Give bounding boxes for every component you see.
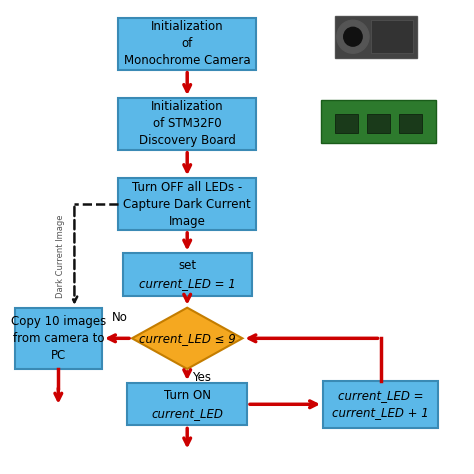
Text: Turn ON: Turn ON (164, 389, 211, 401)
Text: current_LED = 1: current_LED = 1 (139, 277, 236, 291)
Text: No: No (111, 311, 128, 324)
Text: current_LED ≤ 9: current_LED ≤ 9 (139, 332, 236, 345)
Circle shape (337, 20, 369, 53)
FancyBboxPatch shape (118, 18, 256, 70)
Text: Initialization
of
Monochrome Camera: Initialization of Monochrome Camera (124, 20, 251, 67)
FancyBboxPatch shape (123, 254, 252, 296)
Text: Turn OFF all LEDs -
Capture Dark Current
Image: Turn OFF all LEDs - Capture Dark Current… (123, 181, 251, 228)
Text: current_LED =
current_LED + 1: current_LED = current_LED + 1 (332, 389, 429, 419)
FancyBboxPatch shape (118, 98, 256, 150)
Text: Dark Current Image: Dark Current Image (56, 214, 65, 298)
Text: Yes: Yes (192, 371, 211, 384)
FancyBboxPatch shape (335, 16, 418, 58)
Text: Copy 10 images
from camera to
PC: Copy 10 images from camera to PC (11, 315, 106, 362)
FancyBboxPatch shape (399, 115, 422, 133)
FancyBboxPatch shape (367, 115, 390, 133)
FancyBboxPatch shape (118, 178, 256, 230)
Text: current_LED: current_LED (151, 407, 223, 420)
FancyBboxPatch shape (323, 381, 438, 428)
FancyBboxPatch shape (335, 115, 357, 133)
FancyBboxPatch shape (371, 20, 413, 53)
FancyBboxPatch shape (128, 383, 247, 426)
FancyBboxPatch shape (321, 100, 436, 143)
FancyBboxPatch shape (15, 308, 102, 369)
Polygon shape (132, 308, 242, 369)
Circle shape (344, 27, 362, 46)
Text: set: set (178, 259, 196, 272)
Text: Initialization
of STM32F0
Discovery Board: Initialization of STM32F0 Discovery Boar… (139, 100, 236, 147)
